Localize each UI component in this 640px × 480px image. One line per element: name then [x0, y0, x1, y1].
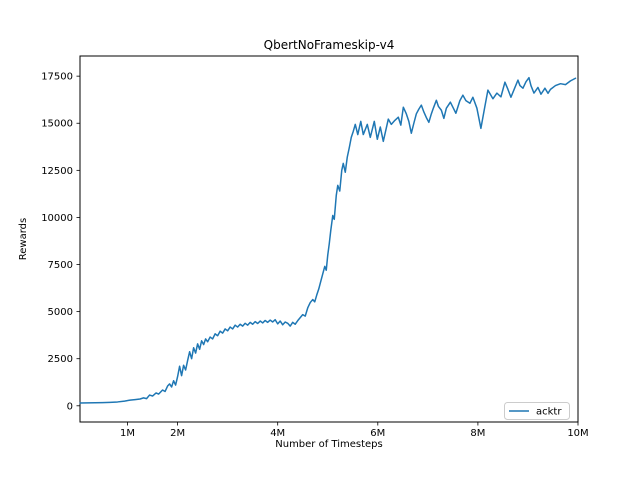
- x-tick-label: 10M: [567, 428, 588, 439]
- x-tick-label: 2M: [170, 428, 185, 439]
- series-line-acktr: [79, 76, 577, 404]
- x-tick-label: 1M: [120, 428, 135, 439]
- y-tick-label: 0: [67, 401, 73, 412]
- y-tick-label: 10000: [41, 213, 73, 224]
- legend-box: [504, 402, 570, 420]
- y-tick-label: 12500: [41, 166, 73, 177]
- x-tick-label: 4M: [270, 428, 285, 439]
- y-axis-label: Rewards: [18, 218, 29, 260]
- plot-spines: [79, 55, 579, 423]
- y-tick-label: 17500: [41, 72, 73, 83]
- y-tick-label: 15000: [41, 119, 73, 130]
- y-tick-label: 5000: [48, 307, 73, 318]
- y-axis-ticks: 0 2500 5000 7500 10000 12500 15000 17500: [41, 72, 80, 412]
- x-axis-ticks: 1M 2M 4M 6M 8M 10M: [120, 422, 589, 439]
- x-axis-label: Number of Timesteps: [275, 439, 382, 450]
- y-tick-label: 7500: [48, 260, 73, 271]
- x-tick-label: 8M: [470, 428, 485, 439]
- x-tick-label: 6M: [370, 428, 385, 439]
- y-tick-label: 2500: [48, 354, 73, 365]
- chart-title: QbertNoFrameskip-v4: [264, 38, 395, 52]
- legend-label: acktr: [536, 407, 562, 418]
- legend: acktr: [504, 402, 570, 420]
